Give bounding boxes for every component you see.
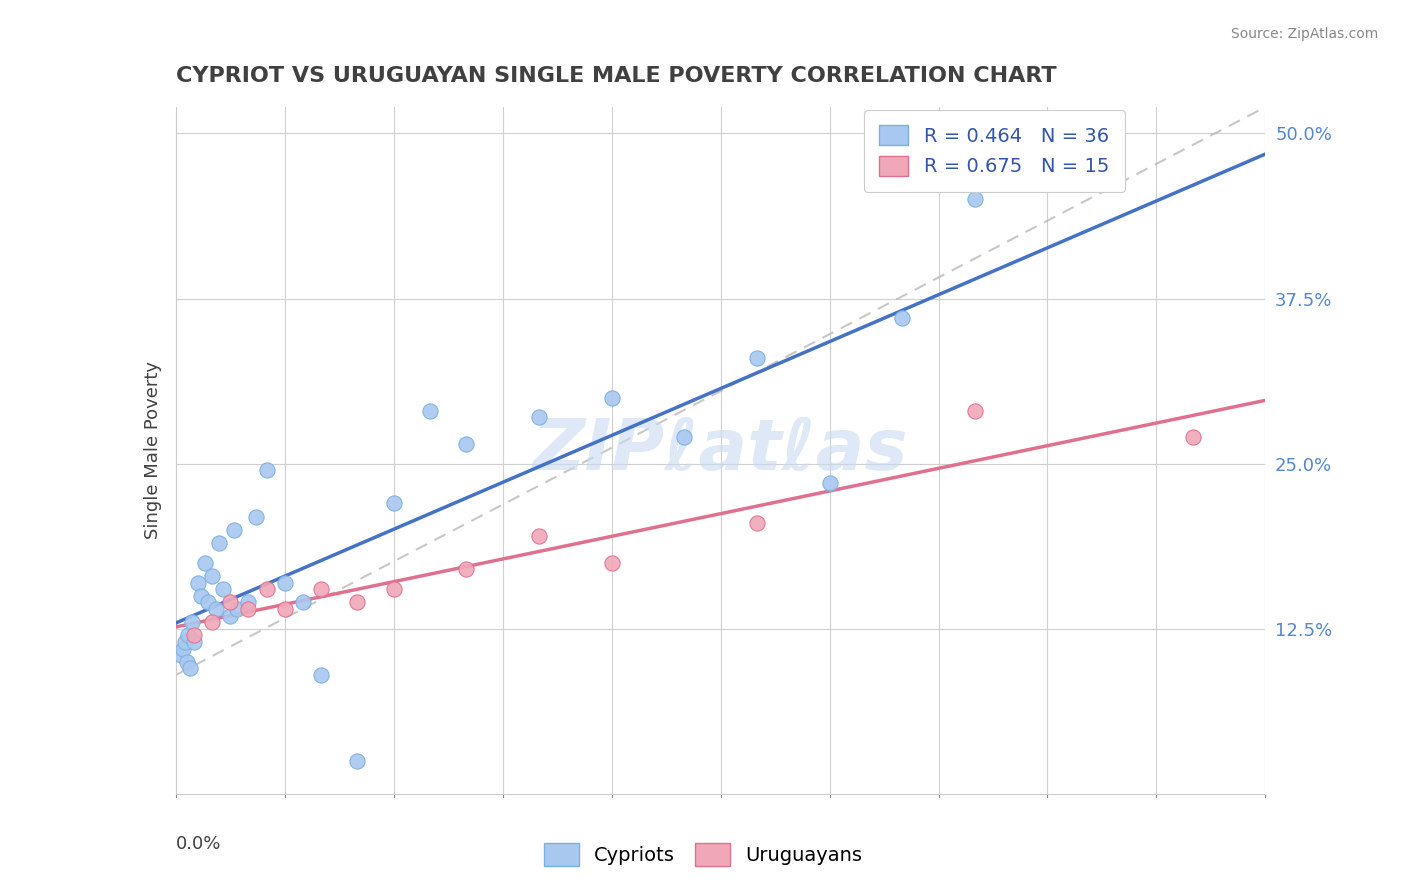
Point [222, 523, 245, 537]
Text: ZIPℓatℓas: ZIPℓatℓas [533, 416, 908, 485]
Text: CYPRIOT VS URUGUAYAN SINGLE MALE POVERTY CORRELATION CHART: CYPRIOT VS URUGUAYAN SINGLE MALE POVERTY… [176, 66, 1056, 86]
Point [179, 661, 201, 675]
Point [194, 556, 217, 570]
Point [256, 582, 278, 596]
Point [419, 404, 441, 418]
Point [382, 496, 405, 510]
Point [1181, 430, 1204, 444]
Point [190, 589, 212, 603]
Point [226, 602, 249, 616]
Point [346, 595, 368, 609]
Point [527, 529, 550, 543]
Point [274, 602, 297, 616]
Point [256, 463, 278, 477]
Point [212, 582, 235, 596]
Point [309, 582, 332, 596]
Point [219, 608, 242, 623]
Legend: Cypriots, Uruguayans: Cypriots, Uruguayans [536, 835, 870, 873]
Point [201, 569, 224, 583]
Point [208, 536, 231, 550]
Point [291, 595, 314, 609]
Point [177, 628, 200, 642]
Point [238, 602, 260, 616]
Point [456, 437, 478, 451]
Point [183, 635, 205, 649]
Point [183, 628, 205, 642]
Point [745, 351, 768, 365]
Point [176, 655, 198, 669]
Point [274, 575, 297, 590]
Point [346, 754, 368, 768]
Text: 0.0%: 0.0% [176, 835, 221, 853]
Point [173, 635, 195, 649]
Point [527, 410, 550, 425]
Point [600, 391, 623, 405]
Point [170, 648, 193, 663]
Point [382, 582, 405, 596]
Point [673, 430, 696, 444]
Point [245, 509, 267, 524]
Point [745, 516, 768, 530]
Point [309, 668, 332, 682]
Point [818, 476, 841, 491]
Point [963, 404, 986, 418]
Text: Source: ZipAtlas.com: Source: ZipAtlas.com [1230, 27, 1378, 41]
Point [197, 595, 219, 609]
Point [891, 311, 914, 326]
Legend: R = 0.464   N = 36, R = 0.675   N = 15: R = 0.464 N = 36, R = 0.675 N = 15 [863, 110, 1125, 192]
Point [238, 595, 260, 609]
Point [201, 615, 224, 630]
Point [186, 575, 209, 590]
Y-axis label: Single Male Poverty: Single Male Poverty [143, 361, 162, 540]
Point [172, 641, 194, 656]
Point [600, 556, 623, 570]
Point [219, 595, 242, 609]
Point [456, 562, 478, 576]
Point [181, 615, 204, 630]
Point [963, 193, 986, 207]
Point [204, 602, 226, 616]
